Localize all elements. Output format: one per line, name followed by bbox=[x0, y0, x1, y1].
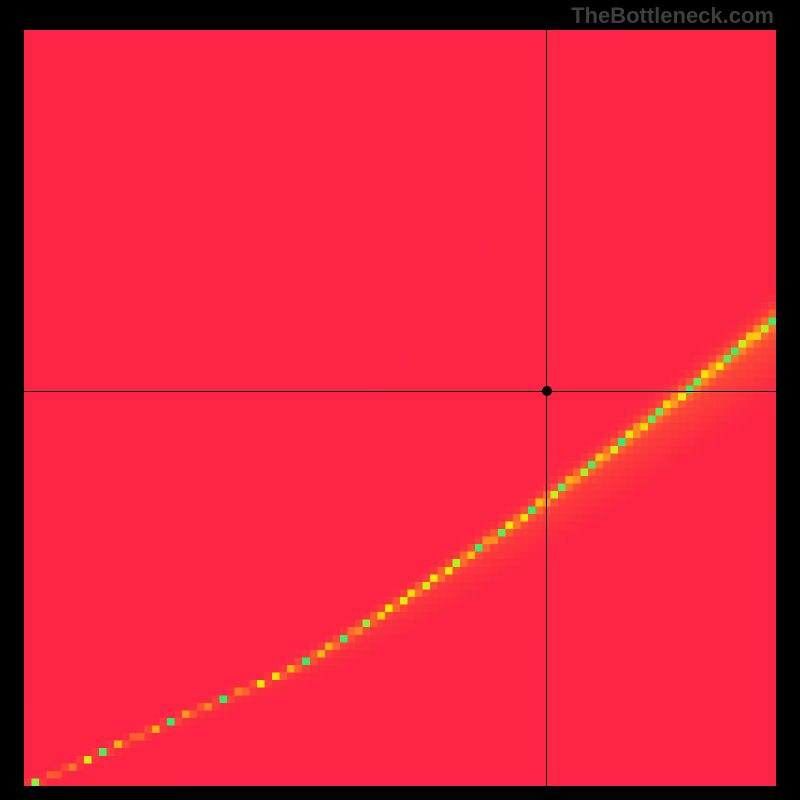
chart-container: TheBottleneck.com bbox=[0, 0, 800, 800]
crosshair-horizontal bbox=[24, 391, 776, 392]
crosshair-marker bbox=[542, 386, 552, 396]
bottleneck-heatmap bbox=[24, 30, 776, 786]
watermark-label: TheBottleneck.com bbox=[571, 3, 774, 29]
crosshair-vertical bbox=[546, 30, 547, 786]
